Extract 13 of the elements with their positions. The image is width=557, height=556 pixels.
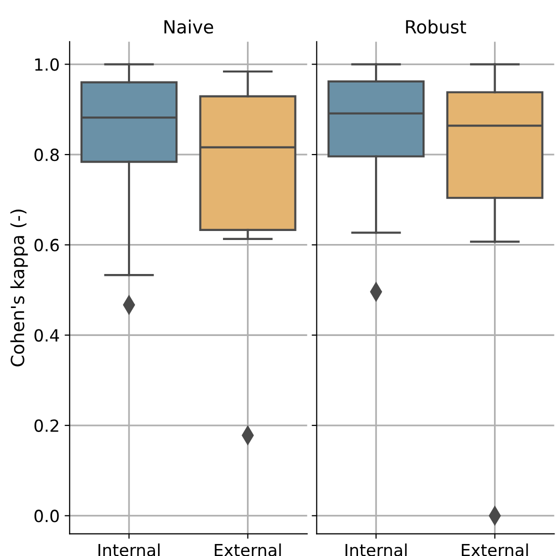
y-tick-label: 1.0: [35, 58, 59, 71]
chart-title: Naive: [164, 20, 214, 34]
chart-title: Robust: [406, 20, 466, 34]
y-tick-label: 0.0: [34, 510, 59, 522]
y-tick-label: 0.2: [34, 419, 58, 432]
x-tick-label: Internal: [98, 543, 160, 556]
y-axis-title: Cohen's kappa (-): [10, 210, 28, 366]
x-tick-label: External: [214, 543, 281, 556]
y-tick-label: 0.4: [34, 329, 59, 342]
x-tick-label: Internal: [346, 543, 407, 556]
y-tick-label: 0.8: [34, 148, 59, 162]
x-tick-label: External: [462, 543, 528, 556]
y-tick-label: 0.6: [34, 238, 59, 252]
